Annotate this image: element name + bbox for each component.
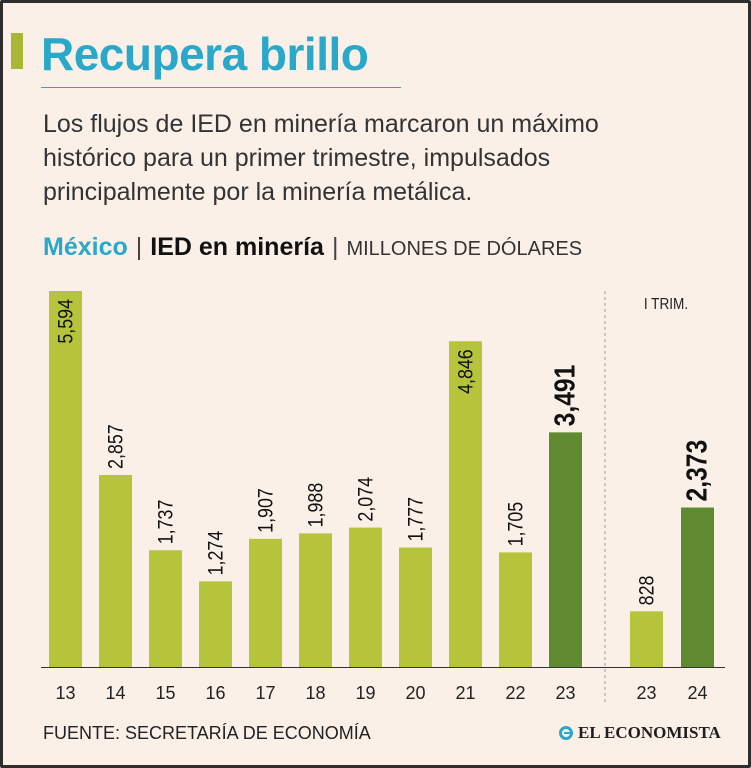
annual-value-label: 1,988 [304,483,328,528]
heading-separator: | [331,233,339,261]
annual-value-label: 2,857 [104,424,128,469]
quarter-bar [681,507,714,667]
annual-category-label: 21 [455,683,475,703]
brand-name: EL ECONOMISTA [578,723,721,742]
annual-value-label: 1,274 [204,531,228,576]
chart-title: Recupera brillo [41,28,369,80]
annual-bar [199,581,232,667]
quarter-bar [630,611,663,667]
annual-bar [299,533,332,667]
section-label: I TRIM. [644,296,688,313]
heading-separator: | [135,233,143,261]
annual-value-label: 3,491 [549,365,581,427]
brand-logo: EL ECONOMISTA [559,723,721,743]
quarter-category-label: 23 [636,683,656,703]
quarter-value-label: 2,373 [681,440,713,502]
annual-value-label: 4,846 [454,349,478,394]
chart-subtitle: Los flujos de IED en minería marcaron un… [43,107,723,209]
annual-category-label: 23 [555,683,575,703]
chart-heading: México | IED en minería | MILLONES DE DÓLARE… [43,233,582,262]
title-accent-bar [11,33,23,69]
annual-bar [249,538,282,667]
bar-chart: I TRIM. 13 5,594 14 2,857 15 1,737 16 1,274 17 1,9… [41,291,725,703]
annual-category-label: 14 [105,683,125,703]
annual-value-label: 1,907 [254,488,278,533]
annual-category-label: 16 [205,683,225,703]
annual-category-label: 19 [355,683,375,703]
title-underline [41,87,401,88]
subtitle-line: principalmente por la minería metálica. [43,178,473,206]
annual-bar [49,291,82,667]
annual-bar [499,552,532,667]
annual-category-label: 20 [405,683,425,703]
annual-value-label: 2,074 [354,477,378,522]
annual-category-label: 17 [255,683,275,703]
annual-bar [349,527,382,667]
annual-bar [99,474,132,667]
subtitle-line: Los flujos de IED en minería marcaron un… [43,110,599,138]
quarter-value-label: 828 [635,576,659,606]
annual-value-label: 1,777 [404,497,428,542]
annual-category-label: 15 [155,683,175,703]
brand-logo-icon [559,726,573,740]
annual-bar [399,547,432,667]
annual-value-label: 5,594 [54,299,78,344]
annual-bar [449,341,482,667]
annual-category-label: 22 [505,683,525,703]
heading-country: México [43,233,128,261]
quarter-category-label: 24 [687,683,707,703]
annual-bar [149,550,182,667]
annual-category-label: 13 [55,683,75,703]
source-note: FUENTE: SECRETARÍA DE ECONOMÍA [43,723,371,743]
subtitle-line: histórico para un primer trimestre, impu… [43,144,551,172]
annual-value-label: 1,705 [504,502,528,547]
annual-category-label: 18 [305,683,325,703]
annual-value-label: 1,737 [154,500,178,545]
heading-units: MILLONES DE DÓLARES [346,238,583,260]
annual-bar [549,432,582,667]
heading-metric: IED en minería [150,233,324,261]
